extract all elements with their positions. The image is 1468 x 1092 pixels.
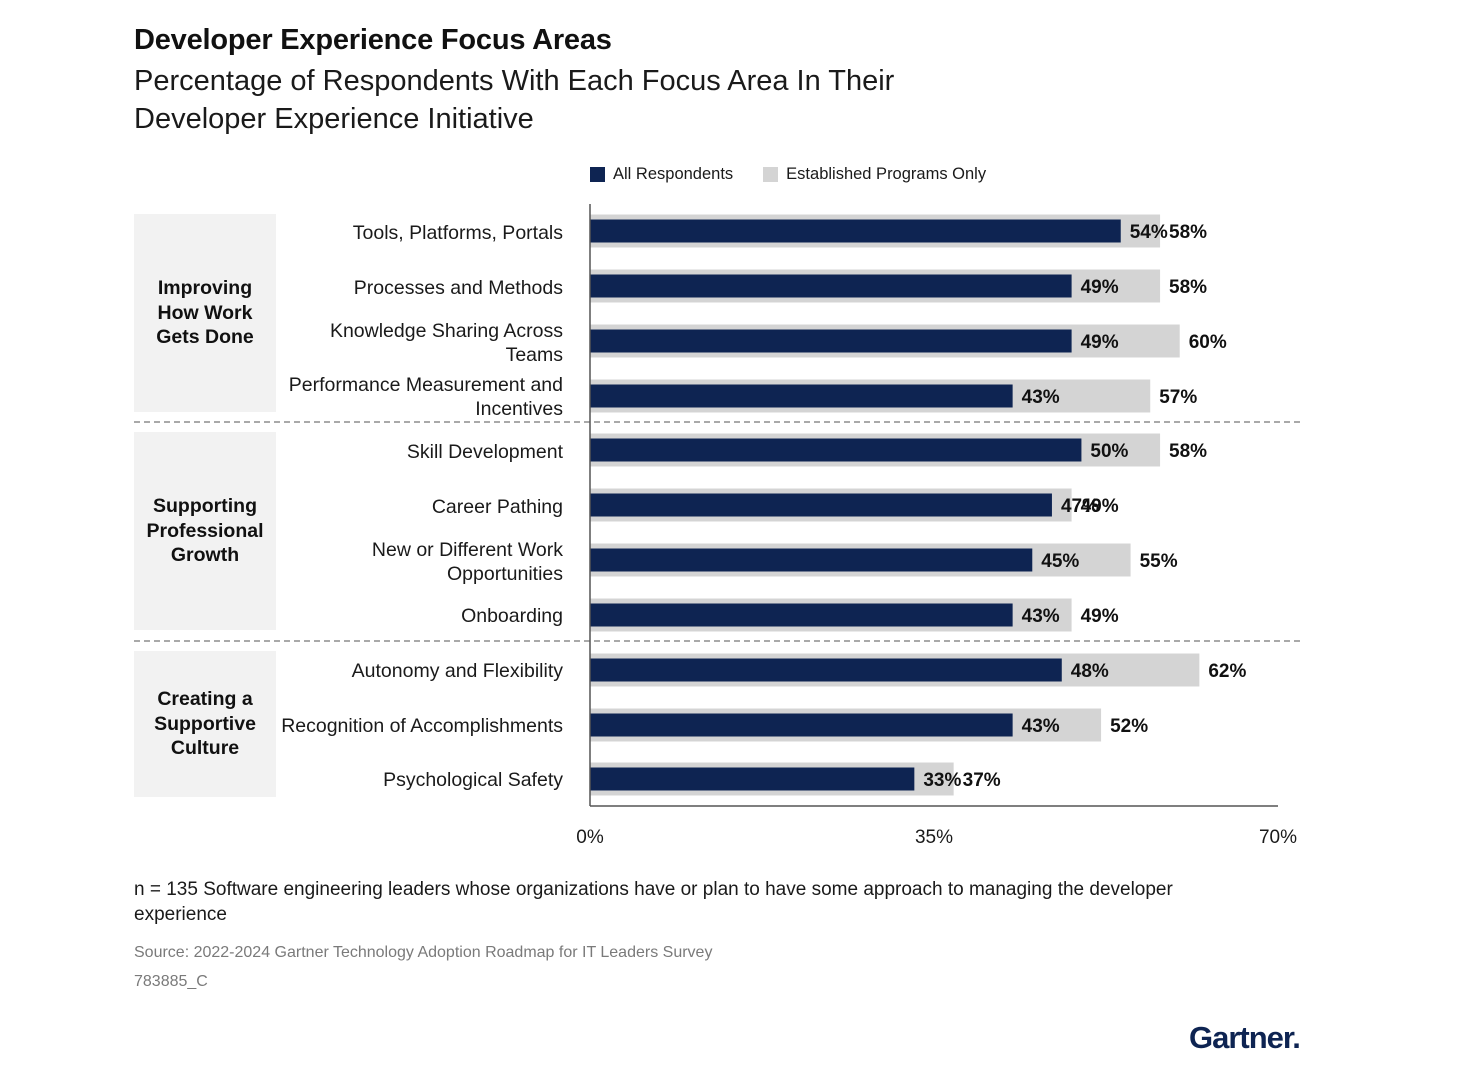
data-label-established: 60% [1189,332,1227,353]
bar-all-respondents [590,438,1082,462]
group-supportive-culture: Creating a Supportive Culture [134,651,276,797]
bar-all-respondents [590,384,1013,408]
category-label: Onboarding [461,605,563,627]
data-label-established: 37% [963,770,1001,791]
legend-item-established: Established Programs Only [763,165,986,184]
group-label: Supporting Professional Growth [146,495,264,567]
data-label-all-respondents: 49% [1081,332,1119,353]
data-label-all-respondents: 43% [1022,716,1060,737]
gartner-logo: Gartner. [1189,1020,1301,1055]
x-tick-label: 35% [915,827,953,848]
data-label-all-respondents: 43% [1022,606,1060,627]
data-label-established: 55% [1140,551,1178,572]
data-label-all-respondents: 50% [1090,441,1128,462]
bar-chart: 54% 58%49% 58%49% 60%43% 57%50% 58%47%49%45% 5… [576,204,1297,848]
bar-all-respondents [590,767,915,791]
category-label: Processes and Methods [353,277,563,299]
data-label-established: 49% [1081,496,1119,517]
data-label-all-respondents: 47% [1061,496,1099,517]
data-label-all-respondents: 49% [1081,277,1119,298]
category-label: Performance Measurement and Incentives [288,374,563,420]
group-label: Improving How Work Gets Done [156,277,254,349]
group-improving-work: Improving How Work Gets Done [134,214,276,412]
data-label-established: 58% [1169,222,1207,243]
group-professional-growth: Supporting Professional Growth [134,432,276,630]
footnote: n = 135 Software engineering leaders who… [134,879,1173,925]
data-label-established: 58% [1169,441,1207,462]
source-note: Source: 2022-2024 Gartner Technology Ado… [134,944,713,961]
legend: All Respondents Established Programs Onl… [590,162,1016,186]
bar-all-respondents [590,548,1033,572]
group-divider [134,421,1300,423]
bar-all-respondents [590,219,1121,243]
data-label-established: 52% [1110,716,1148,737]
category-label: Autonomy and Flexibility [351,660,563,682]
bar-all-respondents [590,274,1072,298]
category-label: New or Different Work Opportunities [371,539,563,585]
legend-swatch-all-respondents [590,166,605,182]
bar-all-respondents [590,658,1062,682]
data-label-all-respondents: 43% [1022,387,1060,408]
data-label-all-respondents: 54% [1130,222,1168,243]
bar-all-respondents [590,603,1013,627]
category-label: Career Pathing [431,496,563,518]
x-tick-label: 0% [576,827,604,848]
group-divider [134,640,1300,642]
data-label-established: 49% [1081,606,1119,627]
bar-all-respondents [590,493,1052,517]
legend-swatch-established [763,166,779,182]
bar-all-respondents [590,329,1072,353]
data-label-all-respondents: 45% [1041,551,1079,572]
data-label-all-respondents: 33% [923,770,961,791]
data-label-established: 57% [1159,387,1197,408]
data-label-established: 58% [1169,277,1207,298]
legend-label-established: Established Programs Only [786,164,987,183]
data-label-established: 62% [1208,661,1246,682]
data-label-all-respondents: 48% [1071,661,1109,682]
category-label: Tools, Platforms, Portals [352,222,563,244]
chart-subtitle: Percentage of Respondents With Each Focu… [134,65,895,135]
category-label: Skill Development [406,441,563,463]
category-label: Knowledge Sharing Across Teams [329,320,563,366]
document-id: 783885_C [134,973,208,990]
group-label: Creating a Supportive Culture [154,688,256,760]
category-label: Psychological Safety [383,769,563,791]
category-label: Recognition of Accomplishments [281,715,563,737]
bar-all-respondents [590,713,1013,737]
legend-label-all-respondents: All Respondents [613,164,734,183]
chart-title: Developer Experience Focus Areas [134,24,612,56]
legend-item-all-respondents: All Respondents [590,165,733,184]
x-tick-label: 70% [1259,827,1297,848]
